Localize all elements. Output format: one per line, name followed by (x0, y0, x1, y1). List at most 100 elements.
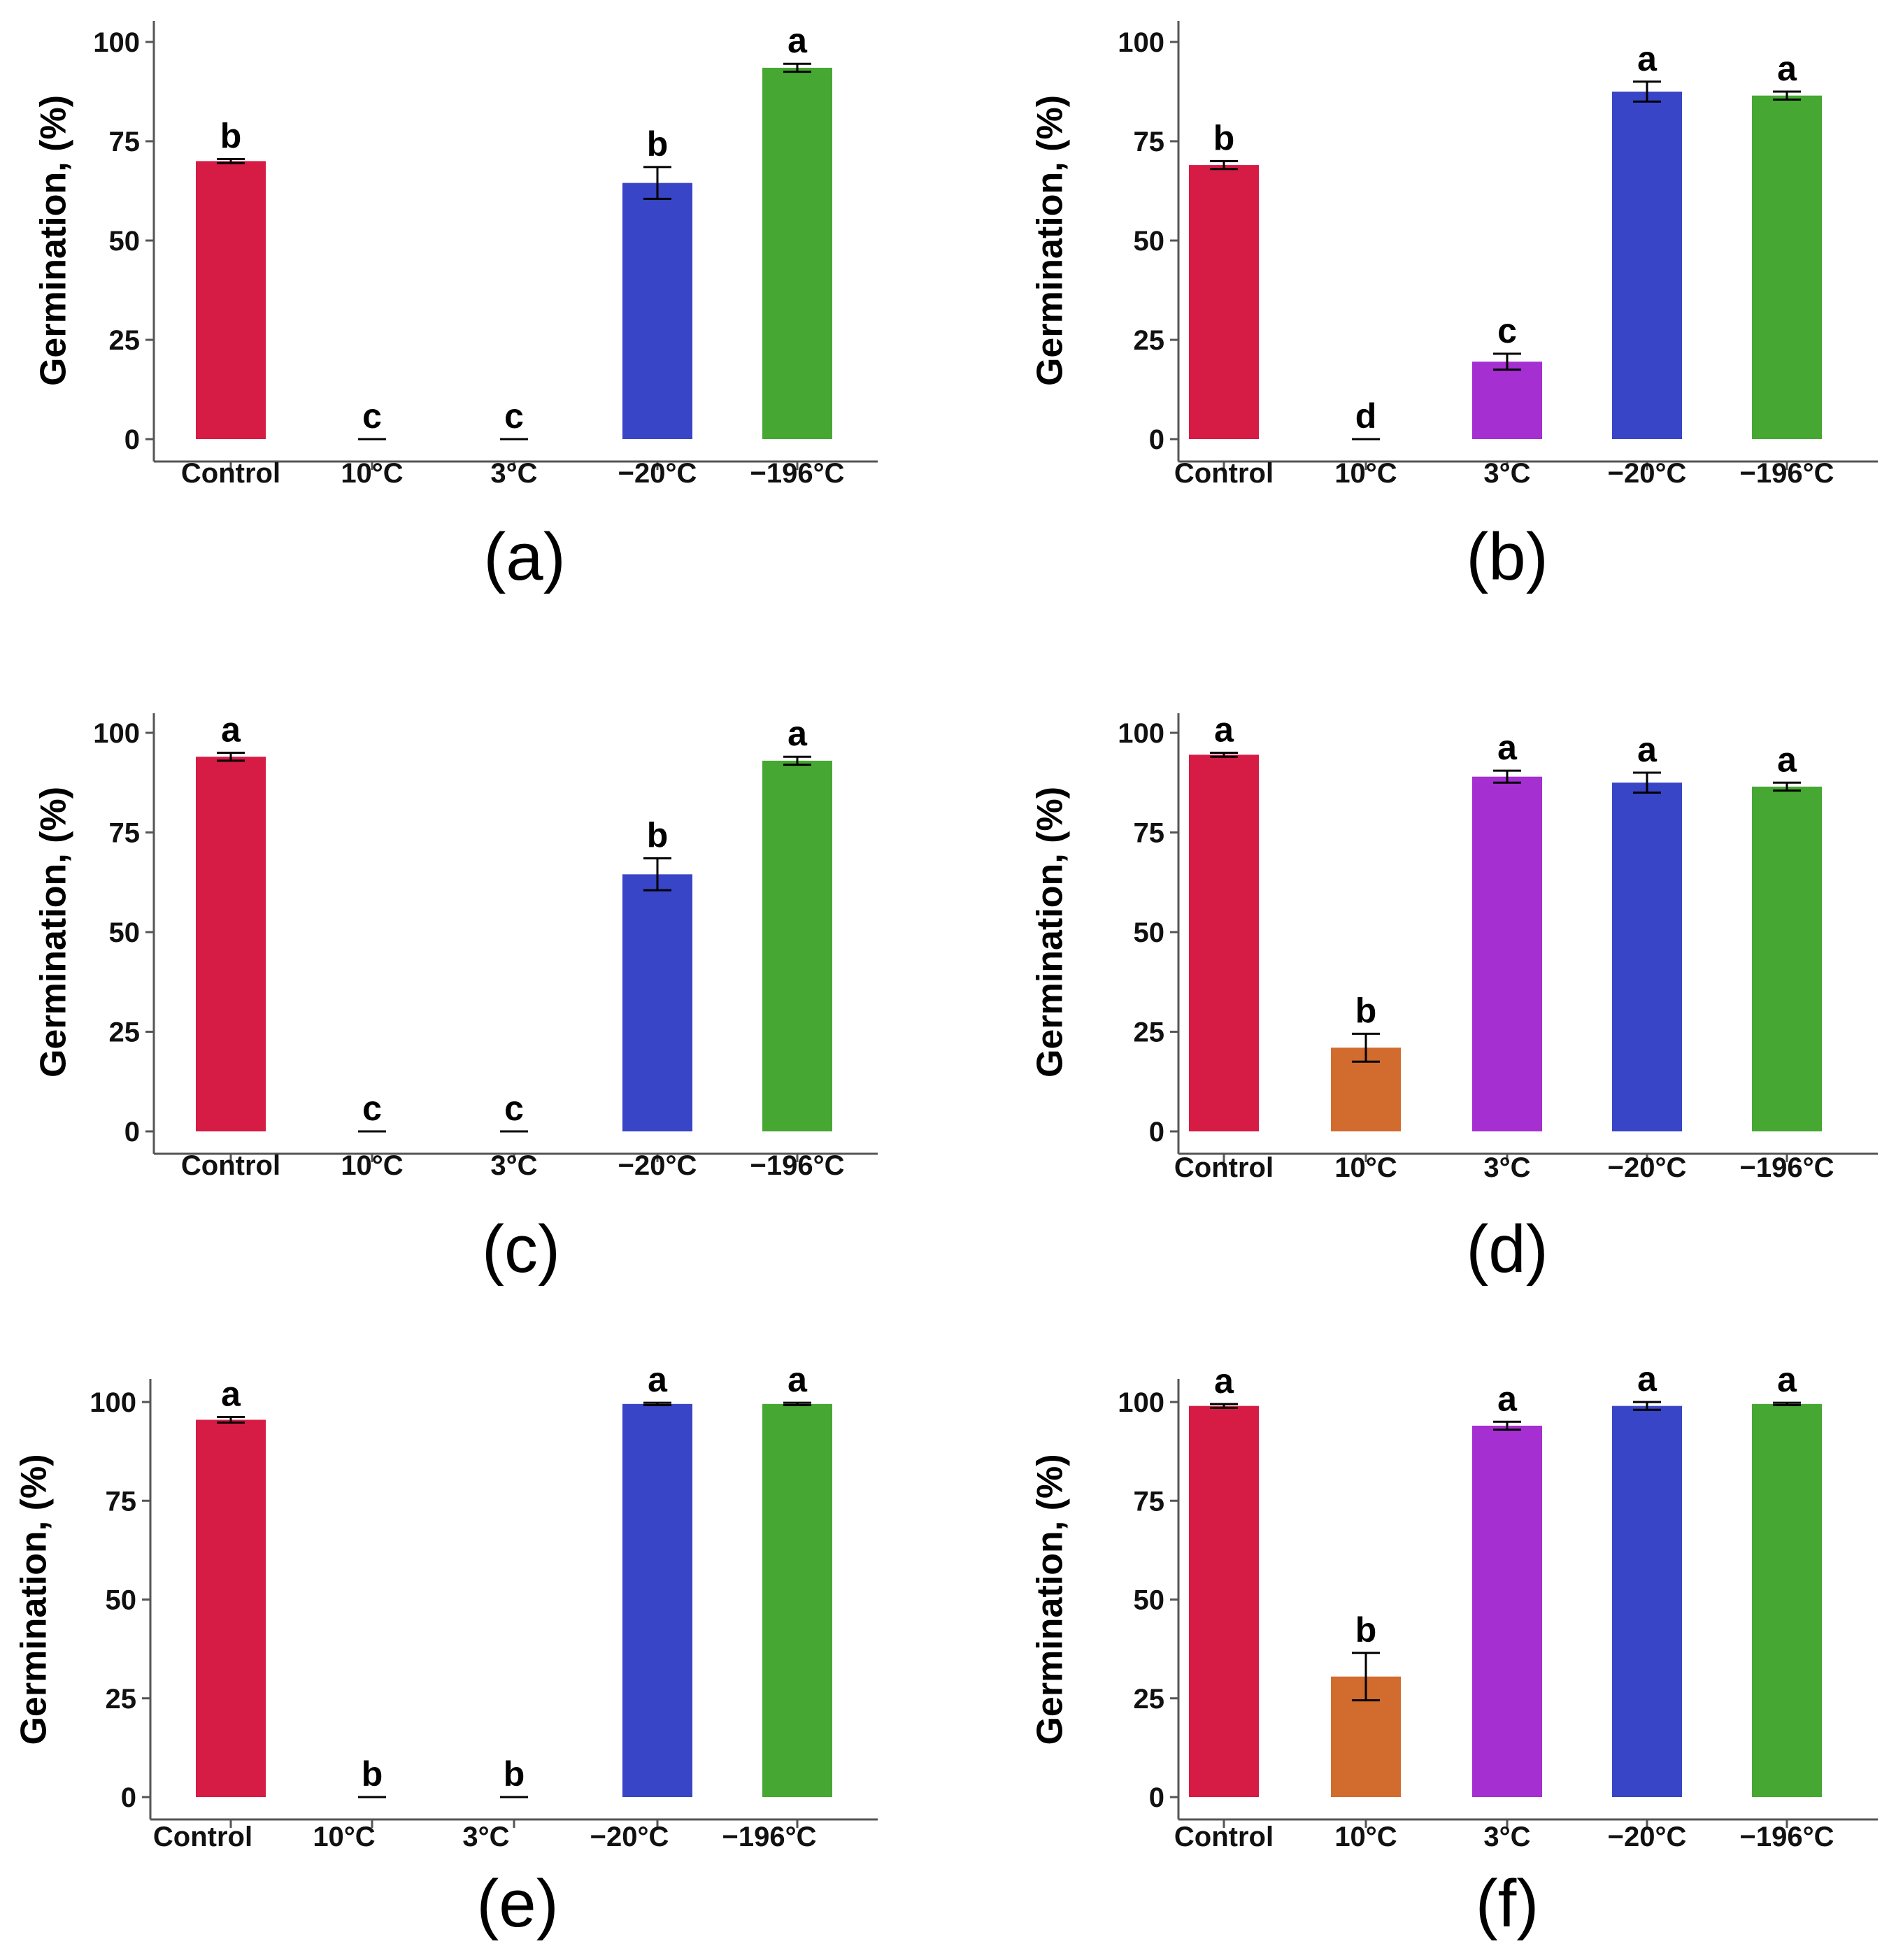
bar (622, 1403, 692, 1797)
significance-letter: c (1497, 311, 1517, 350)
y-tick-label: 100 (93, 27, 140, 58)
bar (1189, 754, 1259, 1131)
significance-letter: c (362, 1089, 382, 1128)
y-tick-label: 100 (1118, 718, 1164, 749)
significance-letter: a (1777, 740, 1797, 779)
significance-letter: b (504, 1754, 525, 1794)
panel-a: 0 25 50 75 100 Germination, (%) Control b 10°C c 3… (0, 0, 948, 629)
x-tick-label: −196°C (750, 458, 845, 489)
x-tick-label: −196°C (722, 1822, 817, 1852)
bar (1472, 776, 1542, 1131)
y-tick-label: 50 (1134, 917, 1165, 948)
y-axis-label: Germination, (%) (34, 787, 74, 1078)
bar (622, 874, 692, 1131)
chart-a: 0 25 50 75 100 Germination, (%) Control b 10°C c 3… (34, 21, 878, 489)
bar (762, 1403, 832, 1797)
x-tick-label: −196°C (1740, 1822, 1834, 1852)
significance-letter: a (1637, 730, 1658, 769)
x-tick-label: Control (181, 1150, 280, 1181)
y-tick-label: 0 (1149, 424, 1164, 455)
x-tick-label: −20°C (1608, 458, 1687, 489)
bar (762, 760, 832, 1131)
bar (1612, 92, 1682, 439)
x-tick-label: −20°C (1608, 1822, 1687, 1852)
bar (196, 757, 266, 1131)
y-tick-label: 100 (90, 1387, 136, 1418)
x-tick-label: 10°C (341, 1150, 403, 1181)
significance-letter: a (1777, 49, 1797, 88)
significance-letter: a (787, 21, 808, 60)
panel-label-f: (f) (1475, 1866, 1539, 1941)
bar (196, 161, 266, 439)
x-tick-label: 3°C (490, 1150, 537, 1181)
y-tick-label: 75 (1134, 818, 1165, 849)
x-tick-label: −20°C (618, 1150, 697, 1181)
x-tick-label: −20°C (590, 1822, 669, 1852)
y-tick-label: 0 (124, 424, 140, 455)
y-tick-label: 0 (1149, 1117, 1164, 1147)
significance-letter: a (221, 1374, 241, 1413)
x-tick-label: Control (1174, 1152, 1274, 1183)
significance-letter: a (1497, 728, 1518, 767)
significance-letter: a (1637, 1359, 1658, 1399)
bar (1612, 782, 1682, 1131)
significance-letter: b (647, 816, 669, 855)
x-tick-label: Control (1174, 1822, 1274, 1852)
x-tick-label: Control (1174, 458, 1274, 489)
y-tick-label: 75 (106, 1486, 137, 1517)
bar (762, 67, 832, 440)
bar (1472, 362, 1542, 439)
x-tick-label: 3°C (1483, 458, 1530, 489)
y-tick-label: 50 (1134, 226, 1165, 257)
panel-label-c: (c) (482, 1212, 560, 1287)
y-tick-label: 75 (109, 127, 141, 157)
y-tick-label: 50 (106, 1585, 137, 1616)
significance-letter: c (362, 396, 382, 436)
y-axis-label: Germination, (%) (1030, 787, 1071, 1078)
y-tick-label: 100 (1118, 1387, 1164, 1418)
significance-letter: a (1637, 39, 1658, 78)
panel-b: 0 25 50 75 100 Germination, (%) Control b 10°C d 3… (948, 0, 1896, 629)
bar (1752, 1403, 1822, 1797)
y-axis-label: Germination, (%) (14, 1454, 55, 1745)
panel-c: 0 25 50 75 100 Germination, (%) Control a 10°C c 3… (0, 692, 948, 1322)
significance-letter: b (220, 117, 242, 156)
chart-f: 0 25 50 75 100 Germination, (%) Control a 10°C b 3… (1030, 1359, 1878, 1852)
x-tick-label: Control (153, 1822, 252, 1852)
x-tick-label: −196°C (1740, 458, 1834, 489)
panel-e: 0 25 50 75 100 Germination, (%) Control a 10°C b 3… (0, 1360, 948, 1960)
significance-letter: b (362, 1754, 383, 1794)
x-tick-label: Control (181, 458, 280, 489)
y-tick-label: 75 (1134, 1486, 1165, 1517)
x-tick-label: 3°C (462, 1822, 509, 1852)
y-tick-label: 0 (1149, 1782, 1164, 1813)
panel-label-b: (b) (1466, 520, 1548, 594)
y-tick-label: 25 (1134, 1017, 1165, 1048)
bar (1612, 1405, 1682, 1797)
significance-letter: a (1214, 1361, 1234, 1401)
bar (622, 183, 692, 439)
significance-letter: a (221, 710, 241, 750)
x-tick-label: 10°C (1334, 1152, 1397, 1183)
panel-label-d: (d) (1466, 1212, 1548, 1287)
x-tick-label: 3°C (1483, 1822, 1530, 1852)
chart-d: 0 25 50 75 100 Germination, (%) Control a 10°C b 3… (1030, 710, 1878, 1183)
significance-letter: a (1214, 710, 1234, 750)
significance-letter: b (1355, 991, 1377, 1030)
significance-letter: a (1777, 1360, 1797, 1399)
significance-letter: b (1213, 118, 1235, 157)
y-tick-label: 25 (1134, 1684, 1165, 1715)
y-tick-label: 25 (106, 1684, 137, 1715)
chart-e: 0 25 50 75 100 Germination, (%) Control a 10°C b 3… (14, 1360, 878, 1852)
y-tick-label: 25 (109, 1017, 141, 1048)
panel-label-a: (a) (483, 520, 566, 594)
bar (1752, 95, 1822, 439)
bar (196, 1419, 266, 1797)
bar (1189, 165, 1259, 439)
significance-letter: a (787, 714, 808, 753)
significance-letter: b (647, 124, 669, 164)
bar (1472, 1425, 1542, 1797)
x-tick-label: −20°C (1608, 1152, 1687, 1183)
x-tick-label: 3°C (490, 458, 537, 489)
